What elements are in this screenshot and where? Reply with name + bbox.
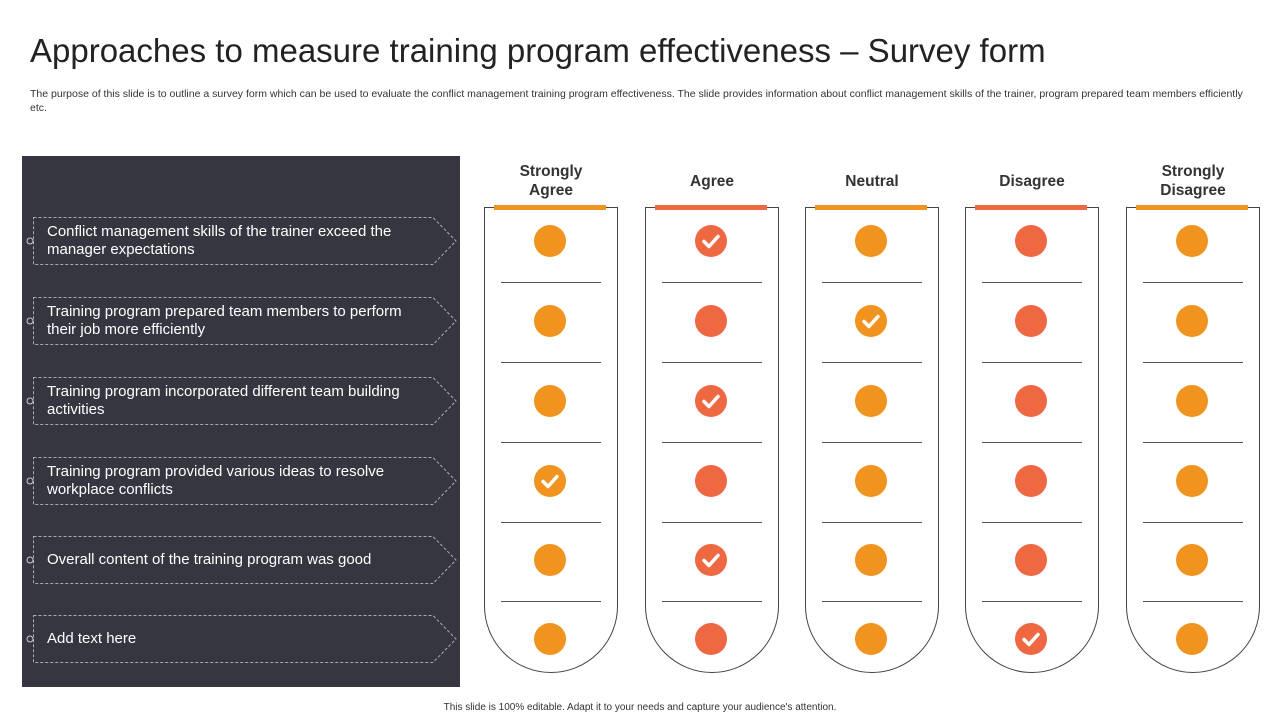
column-color-bar (1136, 205, 1248, 210)
row-divider (501, 362, 601, 363)
column-color-bar (815, 205, 927, 210)
arrow-box-outline (26, 536, 457, 584)
rating-dot[interactable] (1015, 305, 1047, 337)
row-divider (501, 601, 601, 602)
row-divider (1143, 442, 1243, 443)
row-divider (662, 442, 762, 443)
row-divider (1143, 522, 1243, 523)
arrow-box-outline (26, 217, 457, 265)
row-divider (501, 282, 601, 283)
row-divider (1143, 362, 1243, 363)
row-divider (1143, 282, 1243, 283)
statement-text: Add text here (47, 630, 137, 647)
rating-dot[interactable] (855, 385, 887, 417)
row-divider (982, 282, 1082, 283)
row-divider (662, 282, 762, 283)
statement-text: Conflict management skills of the traine… (47, 223, 392, 258)
row-divider (982, 362, 1082, 363)
column-color-bar (494, 205, 606, 210)
statement-item: Add text here (26, 615, 457, 663)
statement-item: Overall content of the training program … (26, 536, 457, 584)
statement-item: Training program provided various ideas … (26, 457, 457, 505)
selected-rating-dot[interactable] (855, 305, 887, 337)
column-header: Agree (690, 173, 734, 190)
row-divider (822, 282, 922, 283)
selected-rating-dot[interactable] (1015, 623, 1047, 655)
rating-dot[interactable] (855, 623, 887, 655)
statement-text: Training program provided various ideas … (47, 463, 385, 498)
rating-dot[interactable] (1176, 623, 1208, 655)
statements-panel: Conflict management skills of the traine… (22, 156, 460, 687)
row-divider (982, 442, 1082, 443)
column-pill (805, 207, 939, 673)
row-divider (662, 601, 762, 602)
row-divider (822, 442, 922, 443)
row-divider (501, 442, 601, 443)
rating-dot[interactable] (534, 623, 566, 655)
check-icon (862, 314, 880, 329)
column-header: Strongly Agree (519, 163, 583, 199)
column-header: Neutral (845, 173, 899, 190)
row-divider (982, 522, 1082, 523)
rating-dot[interactable] (855, 465, 887, 497)
rating-dot[interactable] (1176, 544, 1208, 576)
check-icon (702, 553, 720, 568)
statement-text: Training program prepared team members t… (47, 303, 402, 338)
row-divider (822, 362, 922, 363)
row-divider (662, 362, 762, 363)
check-icon (1022, 632, 1040, 647)
check-icon (702, 394, 720, 409)
row-divider (501, 522, 601, 523)
statement-item: Conflict management skills of the traine… (26, 217, 457, 265)
statement-item: Training program prepared team members t… (26, 297, 457, 345)
row-divider (1143, 601, 1243, 602)
footer-note: This slide is 100% editable. Adapt it to… (443, 702, 837, 713)
statement-text: Overall content of the training program … (47, 551, 372, 568)
arrow-box-outline (26, 615, 457, 663)
rating-dot[interactable] (1176, 385, 1208, 417)
selected-rating-dot[interactable] (695, 385, 727, 417)
selected-rating-dot[interactable] (534, 465, 566, 497)
arrow-box-outline (26, 377, 457, 425)
row-divider (822, 522, 922, 523)
column-color-bar (975, 205, 1087, 210)
rating-dot[interactable] (534, 385, 566, 417)
rating-dot[interactable] (1015, 385, 1047, 417)
column-pill (645, 207, 779, 673)
rating-dot[interactable] (695, 465, 727, 497)
check-icon (541, 474, 559, 489)
page-title: Approaches to measure training program e… (30, 32, 1046, 69)
rating-dot[interactable] (1015, 544, 1047, 576)
rating-dot[interactable] (534, 544, 566, 576)
rating-dot[interactable] (695, 305, 727, 337)
row-divider (822, 601, 922, 602)
column-color-bar (655, 205, 767, 210)
arrow-box-outline (26, 297, 457, 345)
rating-dot[interactable] (1176, 225, 1208, 257)
statement-item: Training program incorporated different … (26, 377, 457, 425)
rating-dot[interactable] (695, 623, 727, 655)
arrow-box-outline (26, 457, 457, 505)
column-pill (965, 207, 1099, 673)
rating-dot[interactable] (534, 305, 566, 337)
column-header: Disagree (999, 173, 1065, 190)
page-description: The purpose of this slide is to outline … (30, 88, 1243, 114)
check-icon (702, 234, 720, 249)
rating-dot[interactable] (1015, 225, 1047, 257)
rating-dot[interactable] (855, 225, 887, 257)
selected-rating-dot[interactable] (695, 544, 727, 576)
selected-rating-dot[interactable] (695, 225, 727, 257)
rating-dot[interactable] (855, 544, 887, 576)
rating-dot[interactable] (1176, 465, 1208, 497)
row-divider (982, 601, 1082, 602)
rating-dot[interactable] (1176, 305, 1208, 337)
column-pill (484, 207, 618, 673)
row-divider (662, 522, 762, 523)
statement-text: Training program incorporated different … (47, 383, 400, 418)
rating-dot[interactable] (1015, 465, 1047, 497)
rating-dot[interactable] (534, 225, 566, 257)
column-pill (1126, 207, 1260, 673)
column-header: Strongly Disagree (1160, 163, 1226, 199)
